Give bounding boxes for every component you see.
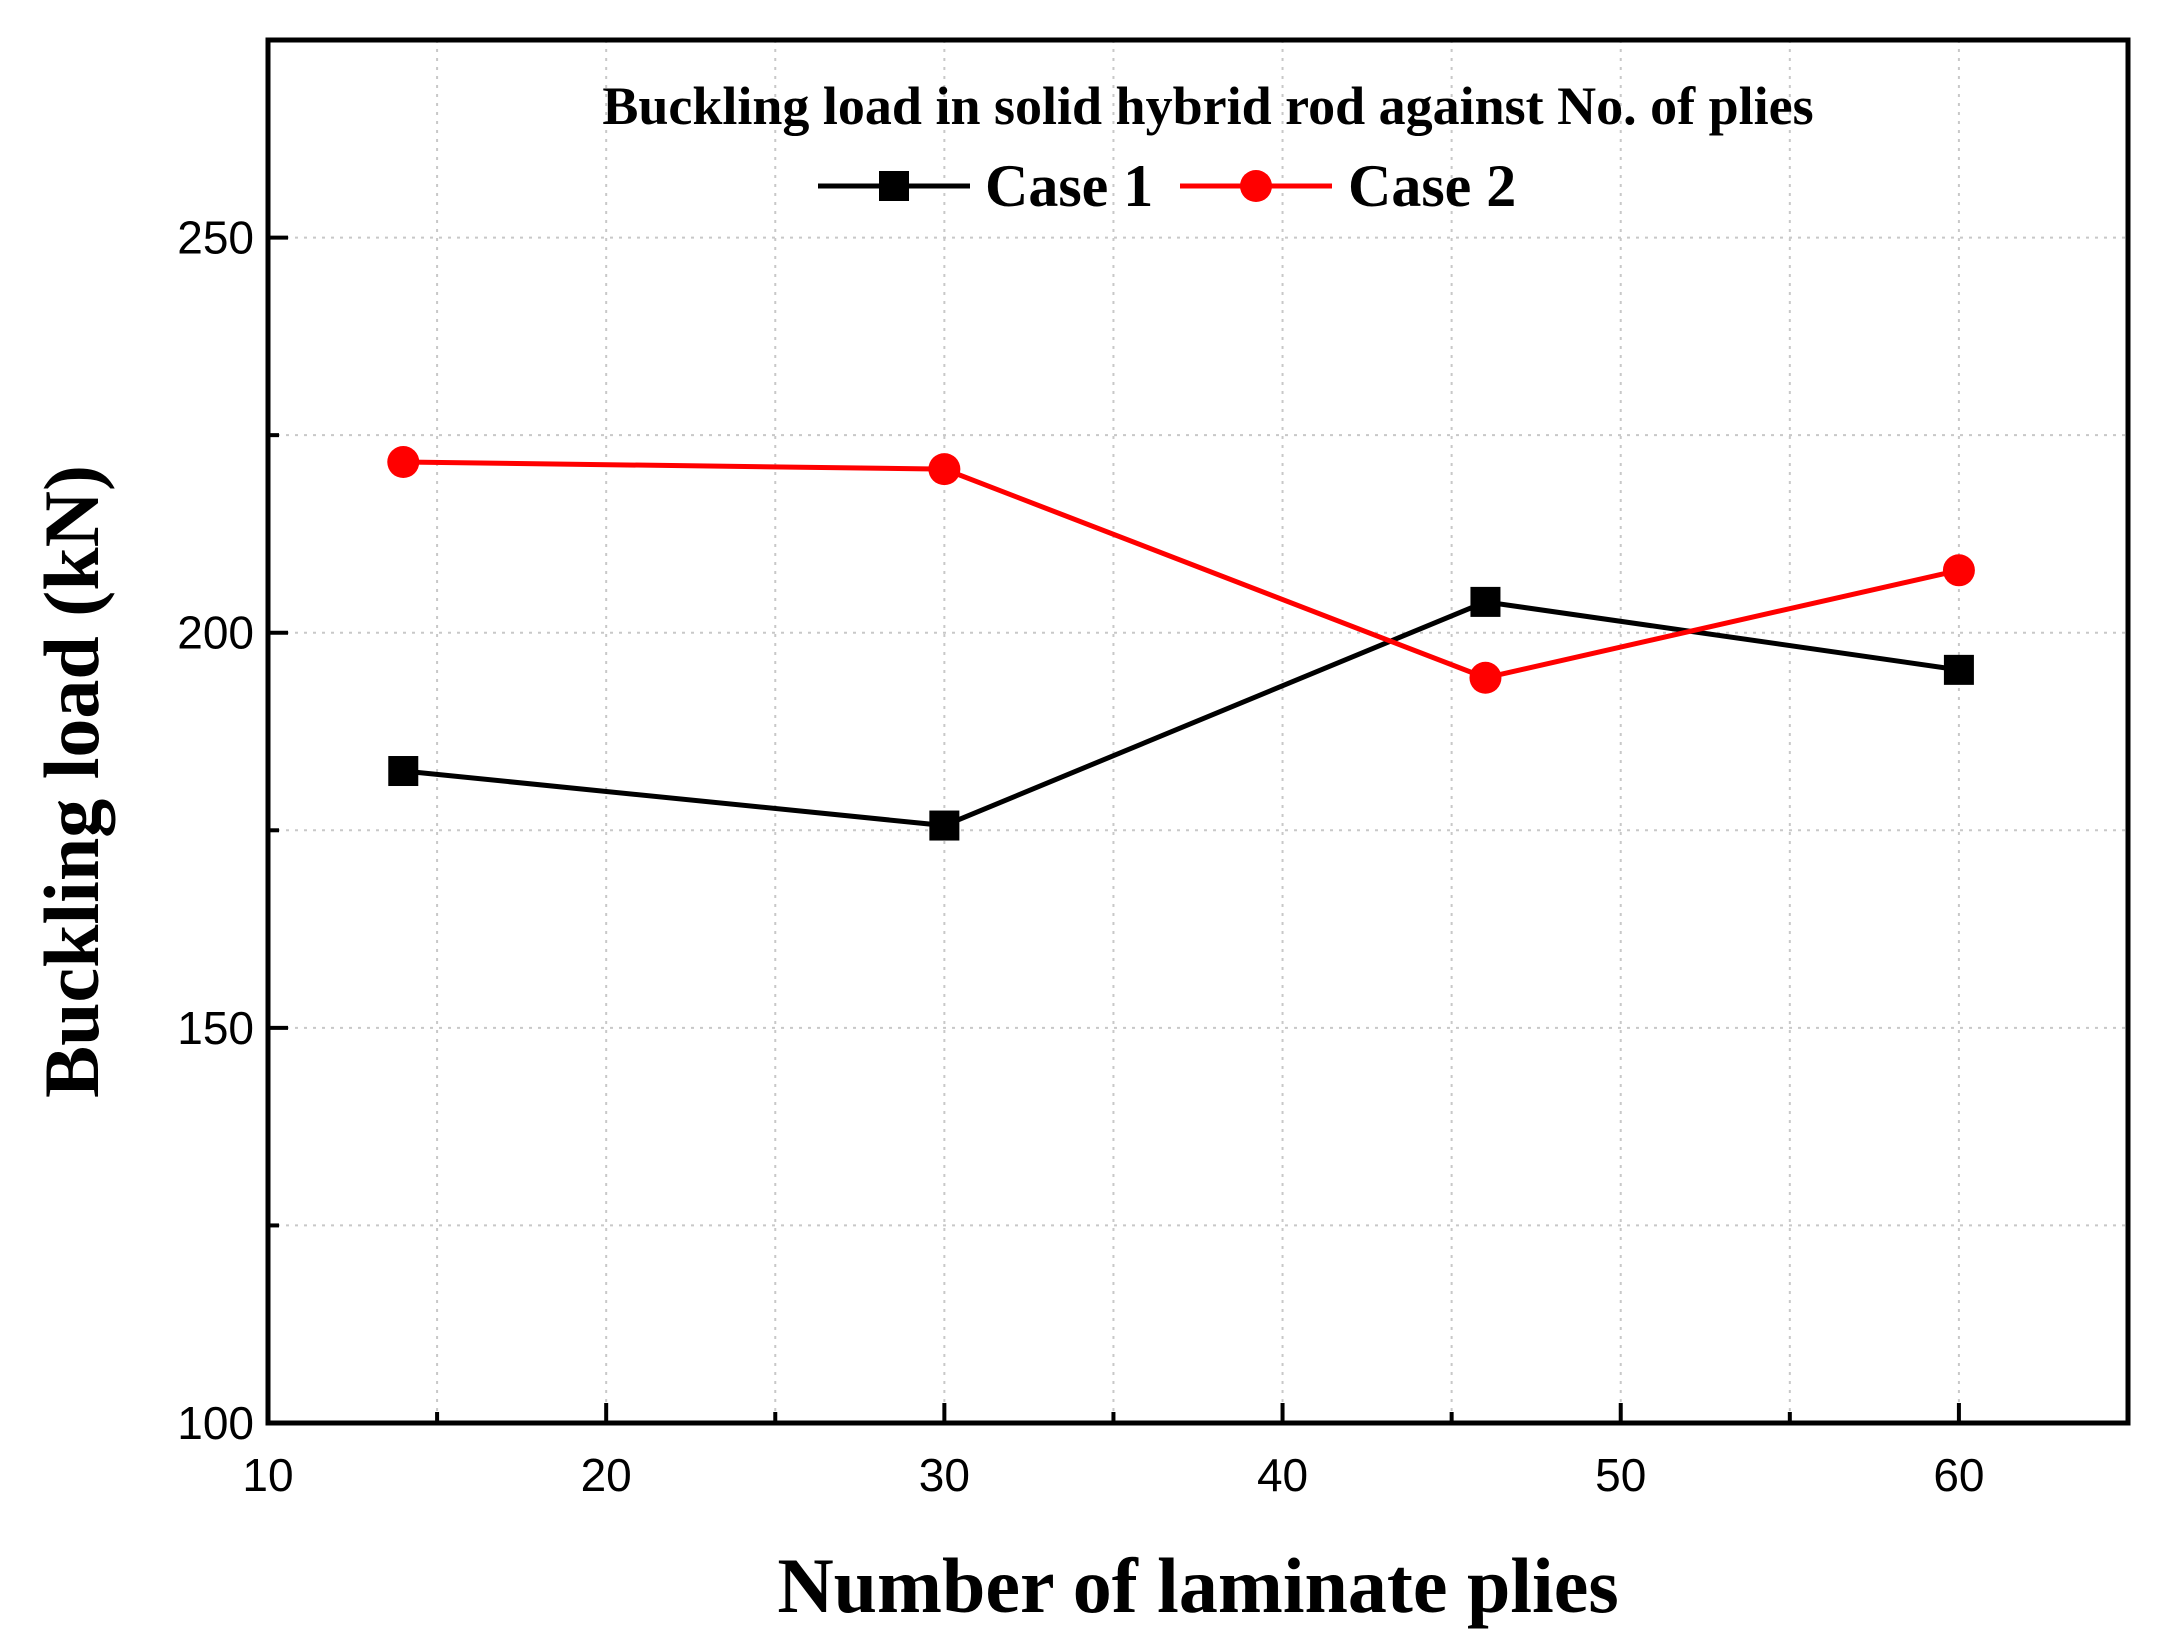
series-case-2 [387, 446, 1975, 694]
plot-frame [265, 37, 2131, 1426]
data-point-case-2 [1942, 554, 1975, 587]
x-tick-label: 30 [919, 1449, 970, 1501]
x-tick-label: 40 [1257, 1449, 1308, 1501]
x-tick-label: 10 [242, 1449, 293, 1501]
series-layer [387, 446, 1975, 841]
legend-marker-case-2 [1240, 170, 1272, 202]
grid-layer [268, 40, 2128, 1423]
data-point-case-2 [387, 446, 420, 479]
y-tick-label: 100 [177, 1397, 254, 1449]
x-axis-title: Number of laminate plies [777, 1542, 1618, 1629]
legend-item-case-2: Case 2 [1180, 153, 1516, 219]
legend: Case 1 Case 2 [818, 153, 1516, 219]
x-tick-label: 20 [581, 1449, 632, 1501]
legend-label-case-2: Case 2 [1348, 153, 1516, 219]
data-point-case-1 [929, 810, 960, 841]
y-tick-label: 150 [177, 1002, 254, 1054]
legend-marker-case-1 [879, 171, 909, 201]
series-case-1 [388, 586, 1974, 841]
x-tick-label: 50 [1595, 1449, 1646, 1501]
series-line-case-2 [403, 459, 1960, 681]
tick-layer: 10 20 30 40 50 60 100 150 200 250 [177, 38, 1984, 1501]
data-point-case-2 [1469, 661, 1502, 694]
data-point-case-1 [1470, 586, 1501, 617]
y-tick-label: 200 [177, 607, 254, 659]
data-point-case-1 [388, 756, 419, 787]
legend-item-case-1: Case 1 [818, 153, 1153, 219]
x-tick-label: 60 [1933, 1449, 1984, 1501]
series-line-case-1 [403, 599, 1960, 829]
y-tick-label: 250 [177, 212, 254, 264]
legend-label-case-1: Case 1 [985, 153, 1153, 219]
data-point-case-2 [928, 453, 961, 486]
y-axis-title: Buckling load (kN) [28, 465, 115, 1098]
chart-title: Buckling load in solid hybrid rod agains… [602, 76, 1813, 136]
data-point-case-1 [1943, 654, 1974, 685]
